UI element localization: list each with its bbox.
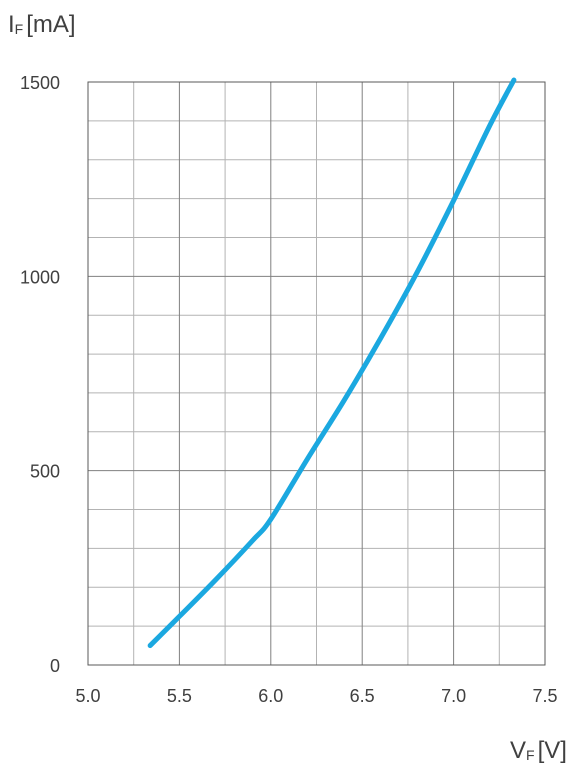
y-tick-label: 1000 [20,267,60,287]
x-tick-labels: 5.0 5.5 6.0 6.5 7.0 7.5 [75,686,557,706]
y-tick-label: 500 [30,462,60,482]
y-tick-label: 1500 [20,73,60,93]
x-axis-label: VF [V] [510,737,567,764]
x-tick-label: 5.0 [75,686,100,706]
plot-frame [87,81,546,666]
x-tick-label: 7.5 [532,686,557,706]
x-tick-label: 6.0 [258,686,283,706]
major-grid [88,82,545,665]
y-tick-labels: 0 500 1000 1500 [20,73,60,676]
x-tick-label: 7.0 [441,686,466,706]
series-group [147,77,517,649]
x-tick-label: 5.5 [167,686,192,706]
y-axis-label: IF [mA] [8,11,76,38]
minor-grid [88,82,545,665]
y-tick-label: 0 [50,656,60,676]
series-line [147,77,517,649]
x-tick-label: 6.5 [350,686,375,706]
